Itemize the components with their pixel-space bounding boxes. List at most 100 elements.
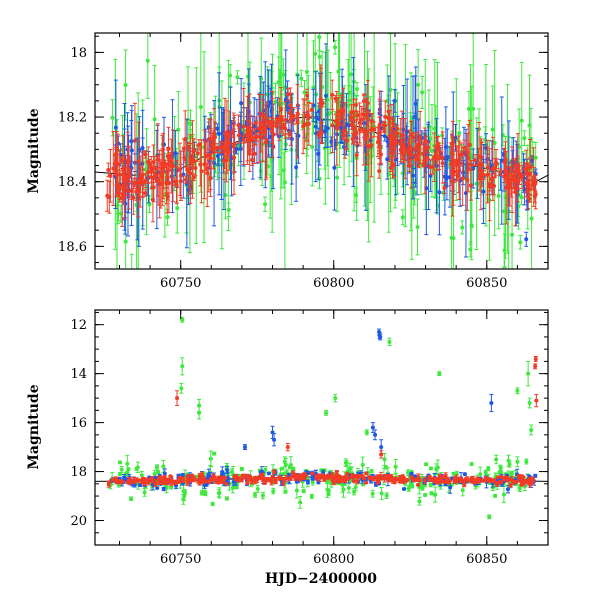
- green-data-point: [412, 190, 417, 195]
- red-data-point: [336, 120, 341, 125]
- blue-data-point: [173, 151, 178, 156]
- blue-data-point: [332, 165, 337, 170]
- x-tick-label: 60750: [160, 276, 201, 291]
- red-data-point: [348, 115, 353, 120]
- blue-data-point: [202, 483, 207, 488]
- red-data-point: [203, 154, 208, 159]
- red-data-point: [485, 172, 490, 177]
- red-data-point: [510, 177, 515, 182]
- green-data-point: [503, 195, 508, 200]
- green-data-point: [509, 470, 514, 475]
- red-data-point: [449, 141, 454, 146]
- y-tick-label: 18.6: [58, 240, 87, 255]
- red-data-point: [247, 137, 252, 142]
- green-data-point: [524, 459, 529, 464]
- red-data-point: [250, 137, 255, 142]
- blue-data-point: [505, 487, 510, 492]
- red-data-point: [456, 162, 461, 167]
- green-data-point: [299, 76, 304, 81]
- red-data-point: [295, 119, 300, 124]
- red-data-point: [199, 169, 204, 174]
- green-data-point: [354, 87, 359, 92]
- red-data-point: [357, 127, 362, 132]
- blue-data-point: [402, 487, 407, 492]
- green-data-point: [309, 494, 314, 499]
- green-data-point: [263, 202, 268, 207]
- red-data-point: [432, 155, 437, 160]
- green-data-point: [289, 147, 294, 152]
- green-data-point: [317, 54, 322, 59]
- green-data-point: [354, 193, 359, 198]
- green-data-point: [368, 154, 373, 159]
- green-data-point: [176, 127, 181, 132]
- red-data-point: [283, 118, 288, 123]
- red-data-point: [388, 165, 393, 170]
- green-data-point: [281, 72, 286, 77]
- red-data-point: [507, 184, 512, 189]
- red-data-point: [523, 166, 528, 171]
- red-data-point: [195, 151, 200, 156]
- y-tick-label: 18: [70, 46, 87, 61]
- green-data-point: [340, 482, 345, 487]
- red-data-point: [318, 97, 323, 102]
- blue-data-point: [294, 165, 299, 170]
- red-data-point: [227, 149, 232, 154]
- blue-data-point: [313, 124, 318, 129]
- blue-data-point: [180, 472, 185, 477]
- red-data-point: [250, 157, 255, 162]
- green-data-point: [129, 496, 134, 501]
- green-data-point: [152, 117, 157, 122]
- green-data-point: [501, 492, 506, 497]
- green-data-point: [263, 467, 268, 472]
- green-data-point: [125, 461, 130, 466]
- green-data-point: [230, 485, 235, 490]
- blue-data-point: [161, 487, 166, 492]
- green-data-point: [310, 480, 315, 485]
- green-data-point: [400, 215, 405, 220]
- red-data-point: [132, 138, 137, 143]
- blue-data-point: [129, 148, 134, 153]
- green-data-point: [506, 458, 511, 463]
- red-data-point: [291, 113, 296, 118]
- green-data-point: [466, 106, 471, 111]
- red-data-point: [512, 185, 517, 190]
- red-data-point: [261, 113, 266, 118]
- green-data-point: [119, 467, 124, 472]
- red-data-point: [422, 147, 427, 152]
- green-data-point: [155, 465, 160, 470]
- red-data-point: [253, 120, 258, 125]
- red-data-point: [341, 133, 346, 138]
- red-data-point: [400, 133, 405, 138]
- red-data-point: [153, 165, 158, 170]
- green-data-point: [265, 92, 270, 97]
- red-data-point: [407, 163, 412, 168]
- green-data-point: [226, 207, 231, 212]
- green-data-point: [360, 462, 365, 467]
- green-data-point: [333, 45, 338, 50]
- red-data-point: [186, 144, 191, 149]
- green-data-point: [165, 215, 170, 220]
- red-data-point: [369, 143, 374, 148]
- red-data-point: [147, 161, 152, 166]
- red-data-point: [460, 176, 465, 181]
- green-data-point: [123, 239, 128, 244]
- red-data-point: [278, 107, 283, 112]
- green-data-point: [258, 168, 263, 173]
- blue-data-point: [268, 134, 273, 139]
- green-data-point: [161, 464, 166, 469]
- red-data-point: [173, 179, 178, 184]
- red-data-point: [383, 114, 388, 119]
- red-data-point: [442, 186, 447, 191]
- red-data-point: [288, 117, 293, 122]
- red-data-point: [127, 170, 132, 175]
- red-data-point: [208, 176, 213, 181]
- blue-data-point: [113, 125, 118, 130]
- green-data-point: [490, 127, 495, 132]
- red-data-point: [274, 124, 279, 129]
- green-data-point: [502, 248, 507, 253]
- red-data-point: [316, 132, 321, 137]
- red-data-point: [512, 163, 517, 168]
- green-data-point: [181, 489, 186, 494]
